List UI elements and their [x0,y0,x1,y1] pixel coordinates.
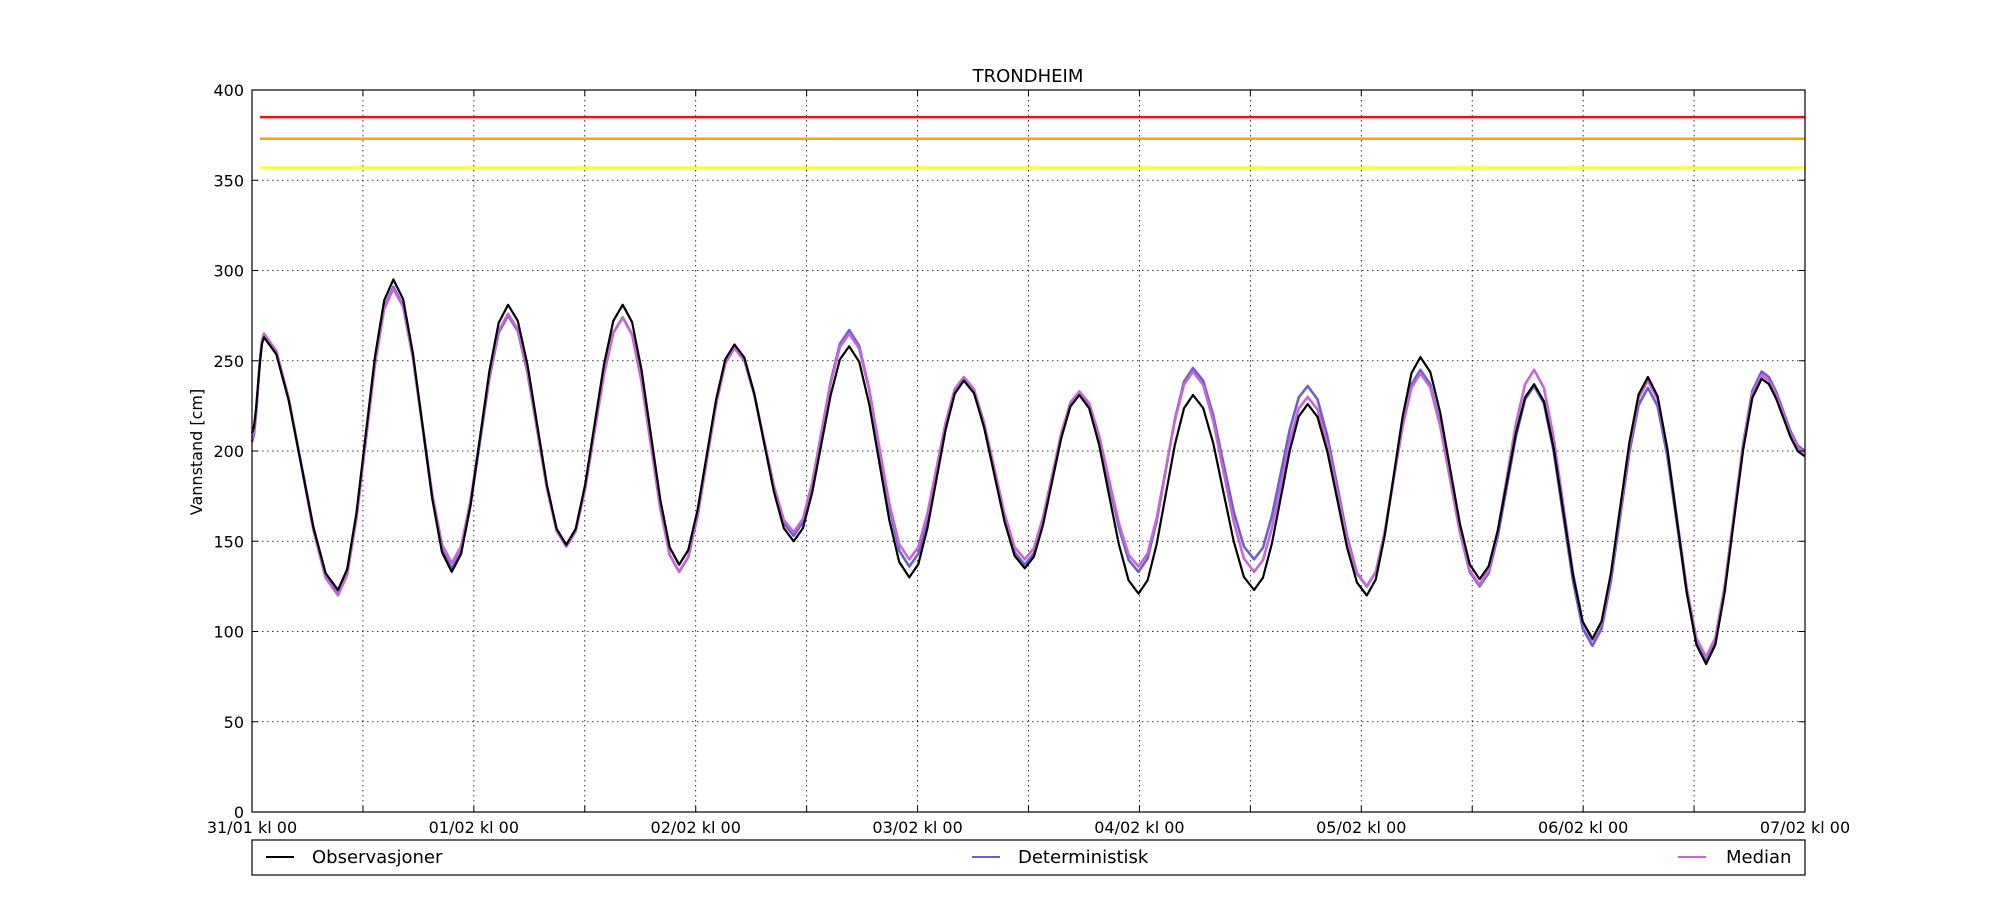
threshold-lines [260,115,1805,169]
series-line-median [250,287,1806,659]
legend-label-observasjoner: Observasjoner [312,847,443,868]
x-axis-ticks: 31/01 kl 00 01/02 kl 00 02/02 kl 00 03/02 k… [207,90,1850,837]
y-axis-label: Vannstand [cm] [187,389,206,515]
y-tick-label: 50 [224,713,244,732]
legend-frame [251,839,1806,876]
x-tick-label: 31/01 kl 00 [207,818,297,837]
legend-item-deterministisk: Deterministisk [972,847,1149,868]
y-tick-label: 300 [213,262,244,281]
y-tick-label: 100 [213,623,244,642]
y-tick-label: 200 [213,442,244,461]
y-tick-label: 250 [213,352,244,371]
y-axis-ticks: 0 50 100 150 200 250 300 350 400 [213,81,1805,822]
x-tick-label: 01/02 kl 00 [429,818,519,837]
legend-item-median: Median [1678,847,1791,868]
x-tick-label: 03/02 kl 00 [872,818,962,837]
series-lines [250,278,1806,666]
x-tick-label: 07/02 kl 00 [1760,818,1850,837]
x-tick-label: 04/02 kl 00 [1094,818,1184,837]
chart-title: TRONDHEIM [972,66,1084,87]
grid-lines [252,90,1805,812]
series-line-observasjoner [250,278,1806,666]
y-tick-label: 150 [213,532,244,551]
series-line-deterministisk [250,285,1806,662]
legend-label-deterministisk: Deterministisk [1018,847,1149,868]
y-tick-label: 400 [213,81,244,100]
legend-item-observasjoner: Observasjoner [266,847,443,868]
legend: Observasjoner Deterministisk Median [251,839,1806,876]
x-tick-label: 06/02 kl 00 [1538,818,1628,837]
y-tick-label: 0 [234,803,244,822]
y-tick-label: 350 [213,171,244,190]
legend-label-median: Median [1726,847,1791,868]
x-tick-label: 05/02 kl 00 [1316,818,1406,837]
x-tick-label: 02/02 kl 00 [651,818,741,837]
